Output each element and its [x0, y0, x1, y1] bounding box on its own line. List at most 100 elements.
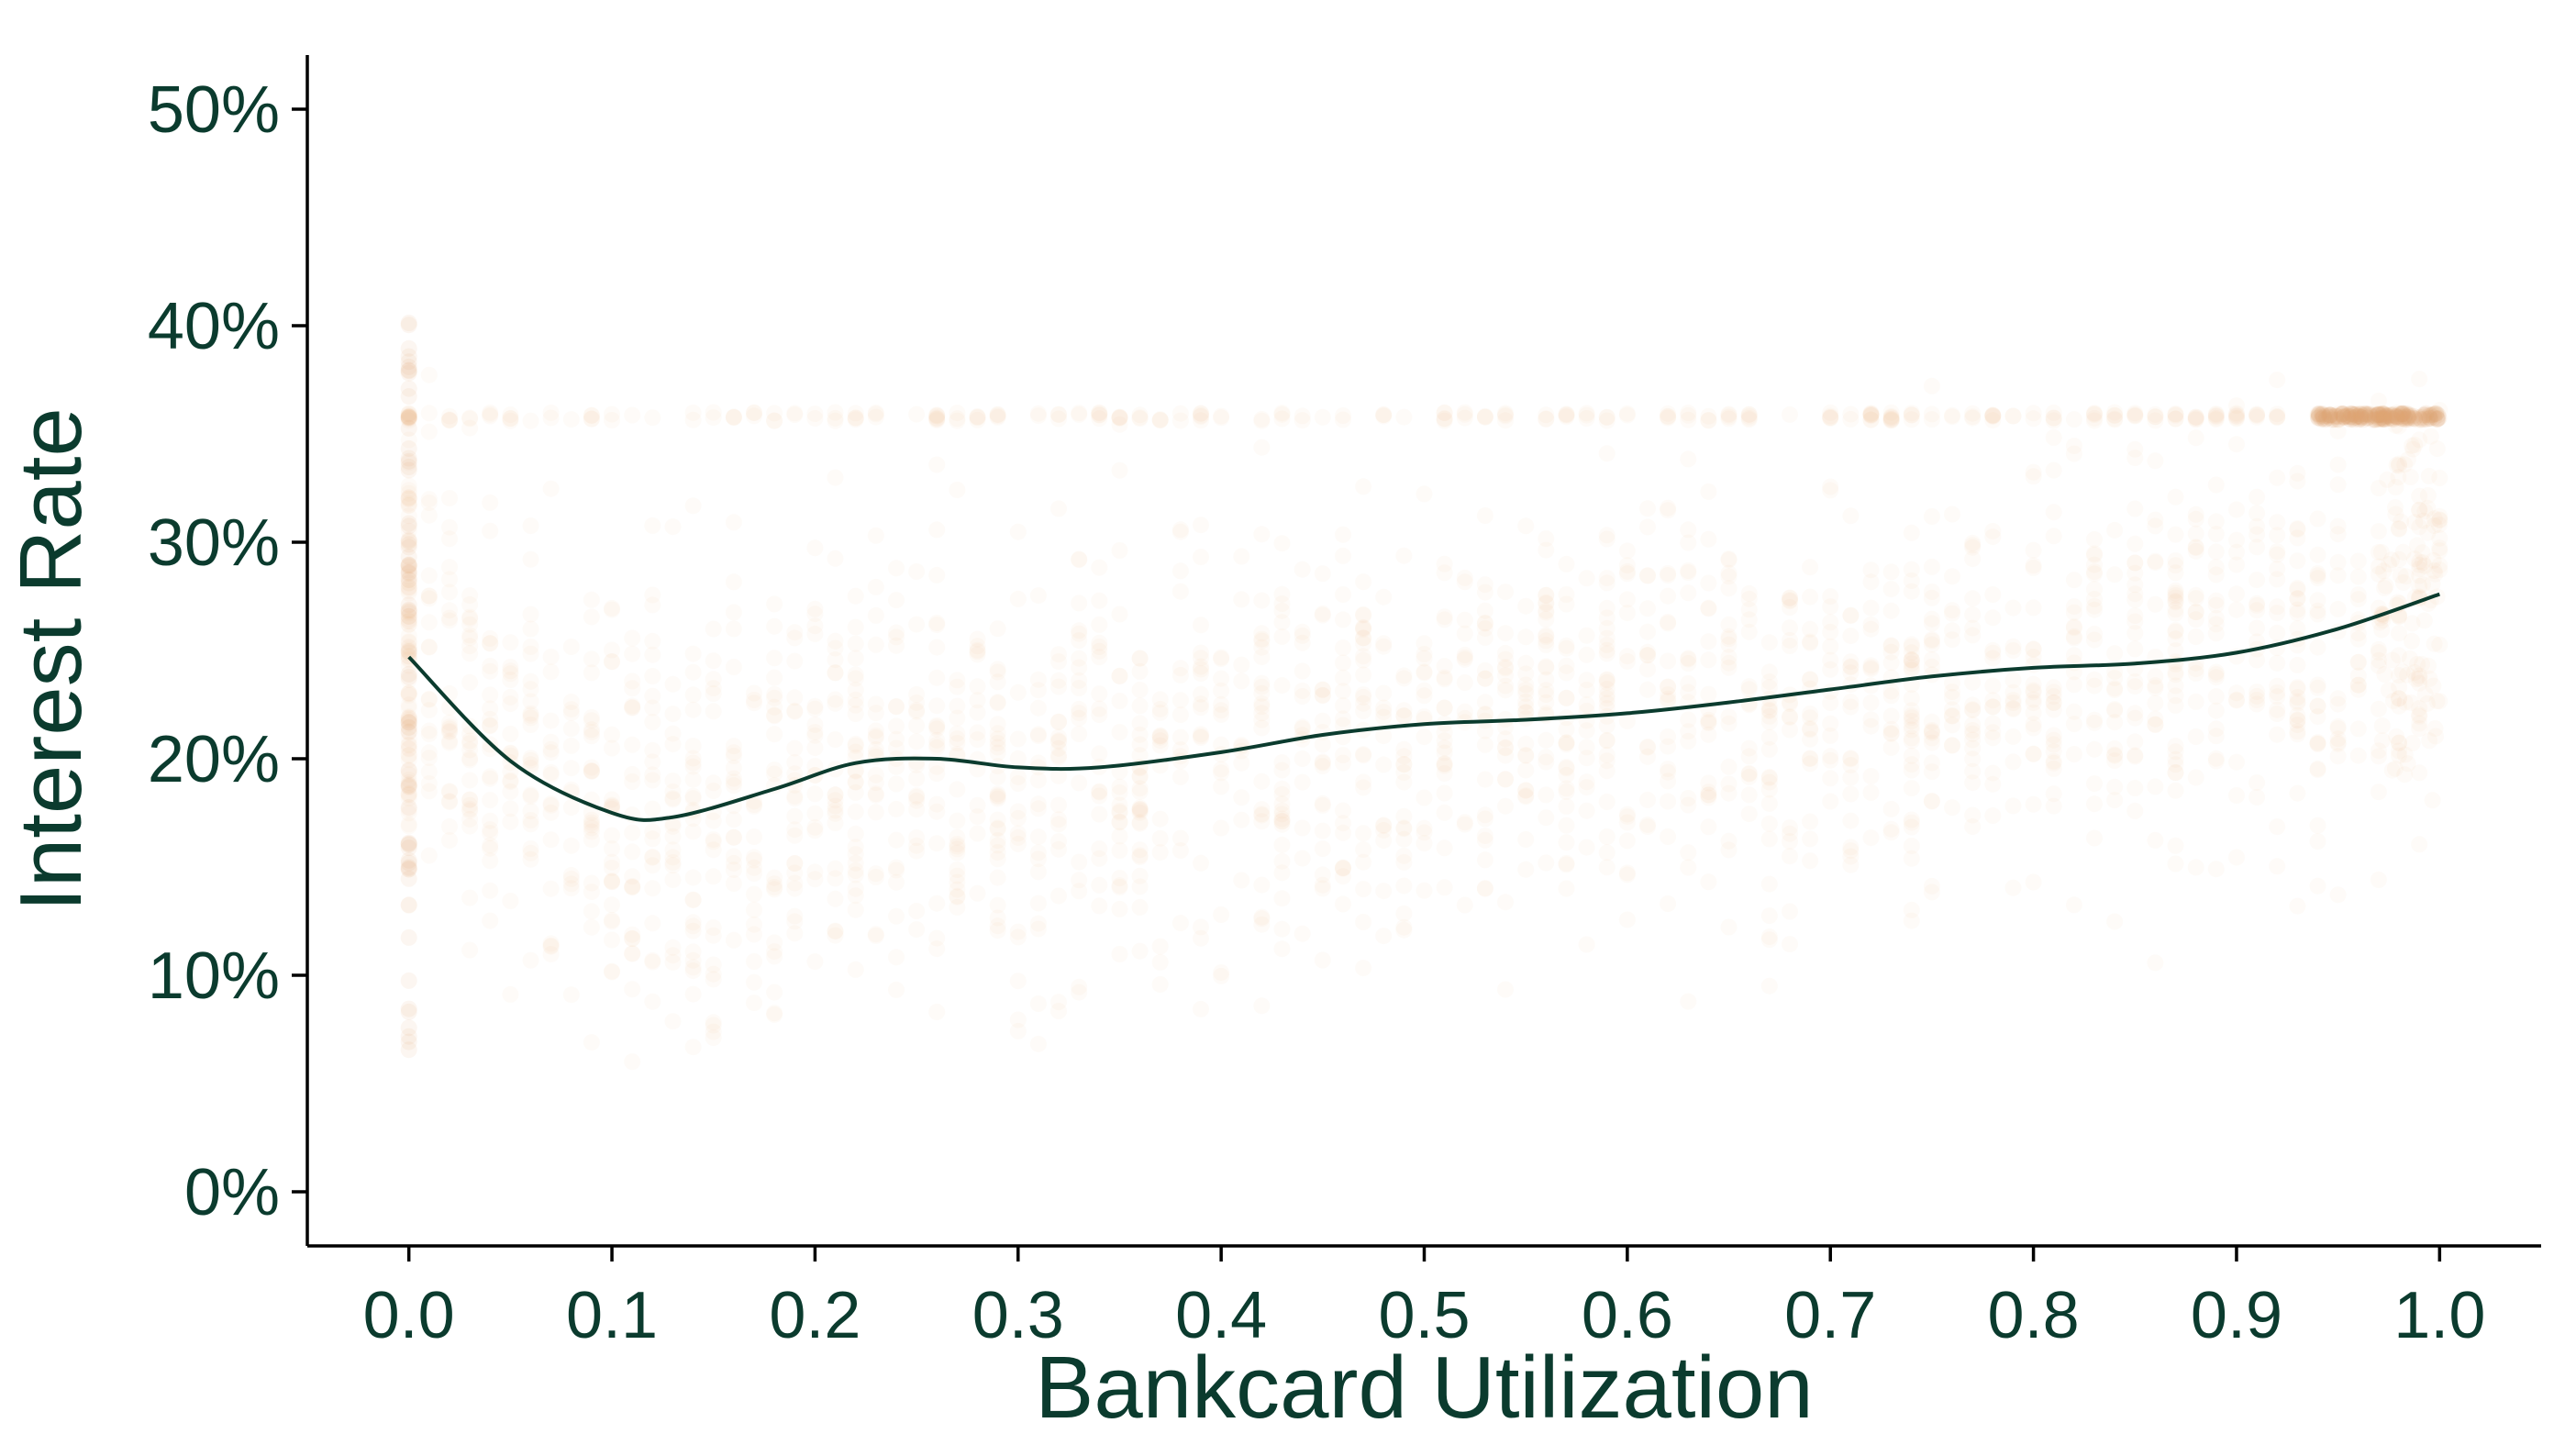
scatter-point: [1842, 694, 1860, 711]
scatter-point: [2167, 593, 2184, 610]
scatter-point: [1314, 866, 1331, 884]
scatter-point: [2352, 408, 2369, 426]
scatter-point: [2411, 577, 2428, 595]
scatter-point: [1497, 771, 1514, 788]
scatter-point: [2348, 408, 2365, 426]
scatter-point: [1740, 768, 1758, 785]
scatter-point: [2167, 687, 2184, 705]
scatter-point: [1476, 576, 1493, 594]
scatter-point: [806, 739, 824, 757]
scatter-point: [1029, 795, 1047, 813]
scatter-point: [2147, 668, 2164, 685]
scatter-point: [725, 744, 742, 761]
scatter-point: [1740, 764, 1758, 782]
scatter-point: [1720, 832, 1738, 850]
scatter-point: [1782, 903, 1798, 920]
scatter-point: [847, 682, 864, 699]
scatter-point: [2228, 397, 2245, 415]
scatter-point: [2269, 514, 2286, 531]
scatter-point: [2004, 638, 2022, 655]
scatter-point: [1253, 678, 1271, 695]
scatter-point: [2411, 371, 2428, 388]
scatter-point: [1009, 825, 1027, 842]
scatter-point: [461, 796, 479, 814]
scatter-point: [1273, 535, 1291, 552]
scatter-point: [400, 579, 417, 596]
scatter-point: [1538, 586, 1555, 604]
scatter-point: [1071, 650, 1088, 667]
scatter-point: [1029, 699, 1047, 717]
scatter-point: [1071, 406, 1088, 423]
scatter-point: [1335, 683, 1351, 700]
scatter-point: [2167, 582, 2184, 599]
scatter-point: [644, 596, 661, 614]
scatter-point: [1862, 620, 1880, 638]
scatter-point: [1660, 567, 1677, 584]
scatter-point: [664, 1013, 682, 1030]
scatter-point: [1071, 705, 1088, 722]
scatter-point: [1476, 736, 1493, 753]
scatter-point: [1598, 686, 1616, 704]
scatter-point: [400, 490, 417, 507]
scatter-point: [2366, 408, 2383, 426]
scatter-point: [2313, 410, 2330, 428]
scatter-point: [2004, 407, 2022, 425]
scatter-point: [400, 779, 417, 796]
scatter-point: [583, 724, 600, 741]
scatter-point: [2349, 630, 2367, 648]
scatter-point: [1253, 592, 1271, 609]
scatter-point: [2335, 408, 2352, 426]
scatter-point: [949, 881, 966, 898]
scatter-point: [502, 773, 519, 791]
scatter-point: [1375, 635, 1393, 652]
scatter-point: [400, 571, 417, 588]
scatter-point: [1720, 659, 1738, 676]
scatter-point: [2065, 716, 2082, 733]
scatter-point: [1213, 407, 1230, 425]
scatter-point: [562, 799, 580, 817]
scatter-point: [684, 686, 702, 704]
scatter-point: [969, 409, 986, 427]
scatter-point: [725, 659, 742, 675]
scatter-point: [2207, 406, 2225, 423]
scatter-point: [746, 851, 762, 869]
scatter-point: [2329, 730, 2347, 748]
scatter-point: [1395, 853, 1413, 871]
scatter-point: [2388, 456, 2405, 473]
scatter-point: [2420, 467, 2437, 484]
scatter-point: [1660, 565, 1677, 582]
scatter-point: [482, 658, 499, 674]
scatter-point: [420, 691, 438, 708]
scatter-point: [400, 613, 417, 630]
scatter-point: [908, 753, 926, 771]
scatter-point: [624, 981, 641, 998]
scatter-point: [1476, 614, 1493, 631]
scatter-point: [1456, 703, 1473, 720]
scatter-point: [400, 409, 417, 427]
scatter-point: [1903, 729, 1920, 747]
scatter-point: [2147, 408, 2164, 426]
scatter-point: [2388, 728, 2405, 745]
scatter-point: [2318, 410, 2335, 428]
scatter-point: [766, 669, 783, 686]
scatter-point: [1639, 567, 1656, 584]
scatter-point: [1964, 537, 1982, 554]
scatter-point: [1009, 809, 1027, 827]
scatter-point: [806, 758, 824, 774]
scatter-point: [1700, 530, 1717, 548]
scatter-point: [2349, 667, 2367, 684]
scatter-point: [2187, 411, 2204, 428]
scatter-point: [1822, 409, 1839, 427]
scatter-point: [684, 645, 702, 662]
scatter-point: [441, 411, 458, 428]
scatter-point: [2228, 543, 2245, 561]
scatter-point: [2349, 747, 2367, 764]
scatter-point: [684, 892, 702, 909]
scatter-point: [827, 922, 844, 939]
scatter-point: [1618, 864, 1636, 882]
scatter-point: [2421, 410, 2438, 427]
scatter-point: [2228, 787, 2245, 804]
scatter-point: [1720, 715, 1738, 732]
scatter-point: [1151, 829, 1169, 847]
scatter-point: [766, 707, 783, 725]
